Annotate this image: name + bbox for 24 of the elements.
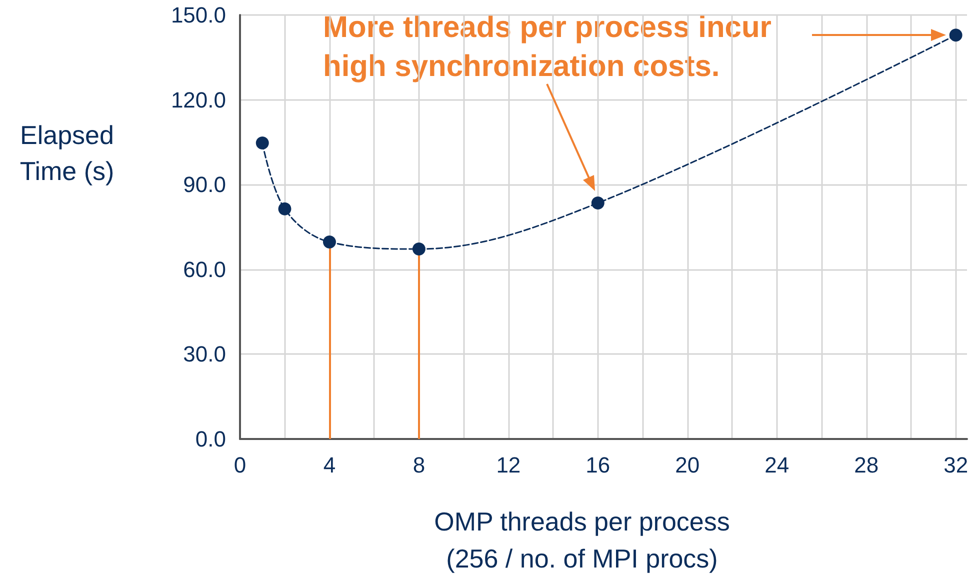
y-tick-label: 30.0 xyxy=(183,342,226,367)
y-tick-label: 90.0 xyxy=(183,172,226,198)
x-tick-label: 0 xyxy=(234,452,246,478)
x-tick-label: 32 xyxy=(944,452,968,478)
x-tick-label: 20 xyxy=(675,452,700,478)
y-tick-label: 60.0 xyxy=(183,256,226,282)
point xyxy=(949,28,962,42)
point xyxy=(412,242,426,256)
x-tick-label: 4 xyxy=(323,452,336,478)
point xyxy=(591,196,604,210)
annotation: More threads per process incur high synchronization costs. xyxy=(323,11,772,83)
x-tick-label: 24 xyxy=(764,452,790,478)
x-axis-title: OMP threads per process (256 / no. of MPI procs) xyxy=(434,506,730,574)
y-tick-label: 120.0 xyxy=(170,87,226,112)
point xyxy=(256,136,269,150)
x-tick-label: 12 xyxy=(496,452,521,478)
point xyxy=(278,202,292,216)
x-tick-label: 8 xyxy=(412,452,426,478)
y-axis-title: Elapsed Time (s) xyxy=(20,120,114,186)
x-tick-label: 16 xyxy=(586,452,610,478)
x-tick-label: 28 xyxy=(854,452,879,478)
y-tick-label: 150.0 xyxy=(170,2,226,28)
point xyxy=(322,235,336,248)
y-tick-label: 0.0 xyxy=(195,426,226,452)
